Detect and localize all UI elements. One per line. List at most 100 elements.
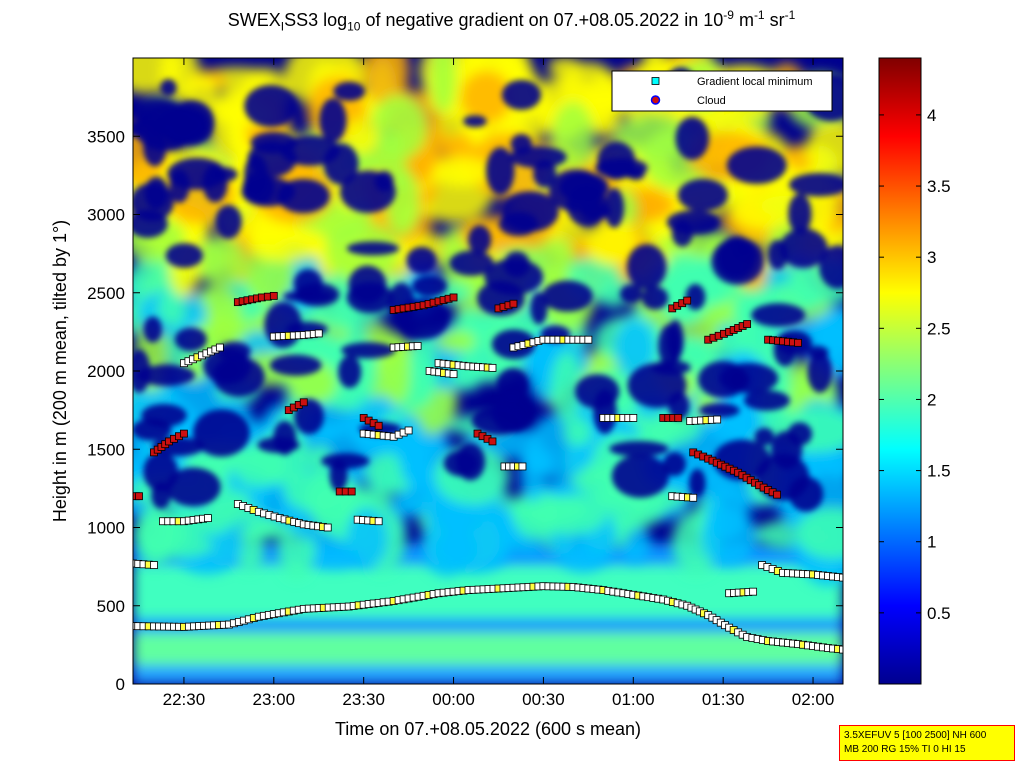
heatmap-gap bbox=[269, 354, 322, 376]
y-tick-label: 3000 bbox=[87, 206, 125, 225]
heatmap-cell bbox=[308, 445, 333, 476]
cloud-marker bbox=[180, 429, 188, 438]
heatmap-cell bbox=[370, 94, 427, 161]
heatmap-gap bbox=[501, 79, 542, 110]
heatmap-gap bbox=[273, 420, 297, 456]
heatmap-gap bbox=[449, 250, 494, 276]
gradient-min-marker bbox=[713, 415, 722, 424]
heatmap-gap bbox=[203, 347, 252, 384]
heatmap-gap bbox=[192, 409, 250, 457]
heatmap-cell bbox=[460, 70, 513, 124]
gradient-min-marker bbox=[839, 645, 843, 654]
heatmap-gap bbox=[788, 193, 812, 234]
colorbar-tick-label: 2 bbox=[927, 390, 936, 409]
colorbar-tick-label: 1 bbox=[927, 533, 936, 552]
heatmap-gap bbox=[503, 251, 530, 278]
heatmap-gap bbox=[609, 440, 669, 457]
gradient-min-marker bbox=[215, 343, 224, 352]
gradient-min-marker bbox=[449, 370, 458, 379]
heatmap-cell bbox=[344, 118, 379, 155]
heatmap-gap bbox=[604, 187, 625, 228]
cloud-marker bbox=[269, 291, 278, 300]
heatmap-gap bbox=[174, 327, 207, 352]
heatmap-gap bbox=[471, 405, 525, 436]
heatmap-gap bbox=[677, 178, 728, 212]
colorbar-tick-label: 3.5 bbox=[927, 177, 951, 196]
x-tick-label: 02:00 bbox=[792, 690, 835, 709]
heatmap-gap bbox=[283, 290, 333, 303]
colorbar bbox=[878, 57, 922, 685]
title-sub2: 10 bbox=[347, 19, 361, 34]
title-sup2: -1 bbox=[753, 8, 765, 22]
gradient-min-marker bbox=[203, 514, 212, 523]
title-unit1: m bbox=[733, 10, 754, 30]
heatmap-gap bbox=[244, 154, 268, 196]
heatmap-gap bbox=[406, 246, 437, 274]
heatmap-gap bbox=[726, 146, 787, 185]
y-tick-label: 2000 bbox=[87, 362, 125, 381]
heatmap-gap bbox=[626, 167, 645, 181]
heatmap-gap bbox=[160, 79, 177, 97]
gradient-min-marker bbox=[323, 523, 332, 532]
heatmap-gap bbox=[165, 243, 204, 268]
title-sup3: -1 bbox=[784, 8, 796, 22]
heatmap-gap bbox=[729, 370, 750, 390]
heatmap-cell bbox=[197, 235, 246, 288]
heatmap-gap bbox=[338, 355, 362, 389]
heatmap-cell bbox=[180, 73, 218, 110]
gradient-min-marker bbox=[629, 414, 638, 422]
cloud-marker bbox=[488, 437, 497, 446]
title-mid: SS3 log bbox=[284, 10, 348, 30]
heatmap-cell bbox=[435, 531, 478, 567]
series-markers bbox=[133, 291, 843, 654]
heatmap-gap bbox=[244, 85, 298, 128]
heatmap-gap bbox=[412, 275, 448, 297]
heatmap-cell bbox=[563, 417, 593, 447]
title-rest: of negative gradient on 07.+08.05.2022 i… bbox=[360, 10, 724, 30]
heatmap-gap bbox=[468, 225, 492, 255]
heatmap-cell bbox=[429, 58, 457, 114]
gradient-min-marker bbox=[404, 426, 413, 435]
colorbar-tick-label: 3 bbox=[927, 248, 936, 267]
heatmap-gap bbox=[510, 133, 533, 155]
heatmap-cell bbox=[235, 529, 265, 572]
cloud-marker bbox=[683, 296, 692, 305]
heatmap-gap bbox=[443, 450, 479, 477]
heatmap-gap bbox=[167, 157, 227, 190]
heatmap-gap bbox=[641, 286, 669, 310]
gradient-min-marker bbox=[150, 561, 158, 569]
heatmap-gap bbox=[141, 403, 187, 427]
band-ground bbox=[133, 665, 843, 684]
legend-marker-minimum bbox=[651, 77, 660, 85]
x-tick-label: 00:30 bbox=[522, 690, 565, 709]
gradient-min-marker bbox=[314, 329, 323, 338]
colorbar-ticks: 0.5 1 1.5 2 2.5 3 3.5 4 bbox=[879, 106, 951, 623]
gradient-min-marker bbox=[749, 587, 758, 596]
gradient-min-marker bbox=[518, 462, 527, 471]
heatmap-gap bbox=[348, 265, 387, 304]
heatmap-gap bbox=[319, 98, 347, 143]
heatmap-gap bbox=[675, 116, 710, 160]
title-sup1: -9 bbox=[723, 8, 734, 22]
heatmap-gap bbox=[626, 244, 667, 290]
heatmap-gap bbox=[346, 241, 400, 256]
heatmap-gap bbox=[276, 178, 330, 214]
chart-title: SWEXISS3 log10 of negative gradient on 0… bbox=[0, 8, 1023, 34]
heatmap-gap bbox=[280, 135, 341, 166]
heatmap-gap bbox=[658, 324, 682, 368]
x-tick-label: 23:30 bbox=[342, 690, 385, 709]
heatmap-cell bbox=[436, 330, 476, 353]
heatmap-gap bbox=[329, 459, 348, 492]
heatmap-cell bbox=[430, 504, 490, 532]
colorbar-tick-label: 2.5 bbox=[927, 319, 951, 338]
heatmap-cell bbox=[520, 451, 547, 502]
heatmap-gap bbox=[789, 172, 843, 197]
legend-entry: Gradient local minimum bbox=[697, 76, 813, 88]
y-tick-label: 3500 bbox=[87, 127, 125, 146]
heatmap-cell bbox=[158, 288, 187, 328]
heatmap-cell bbox=[796, 507, 843, 560]
cloud-marker bbox=[135, 492, 143, 501]
colorbar-tick-label: 0.5 bbox=[927, 604, 951, 623]
heatmap-cell bbox=[613, 317, 657, 379]
